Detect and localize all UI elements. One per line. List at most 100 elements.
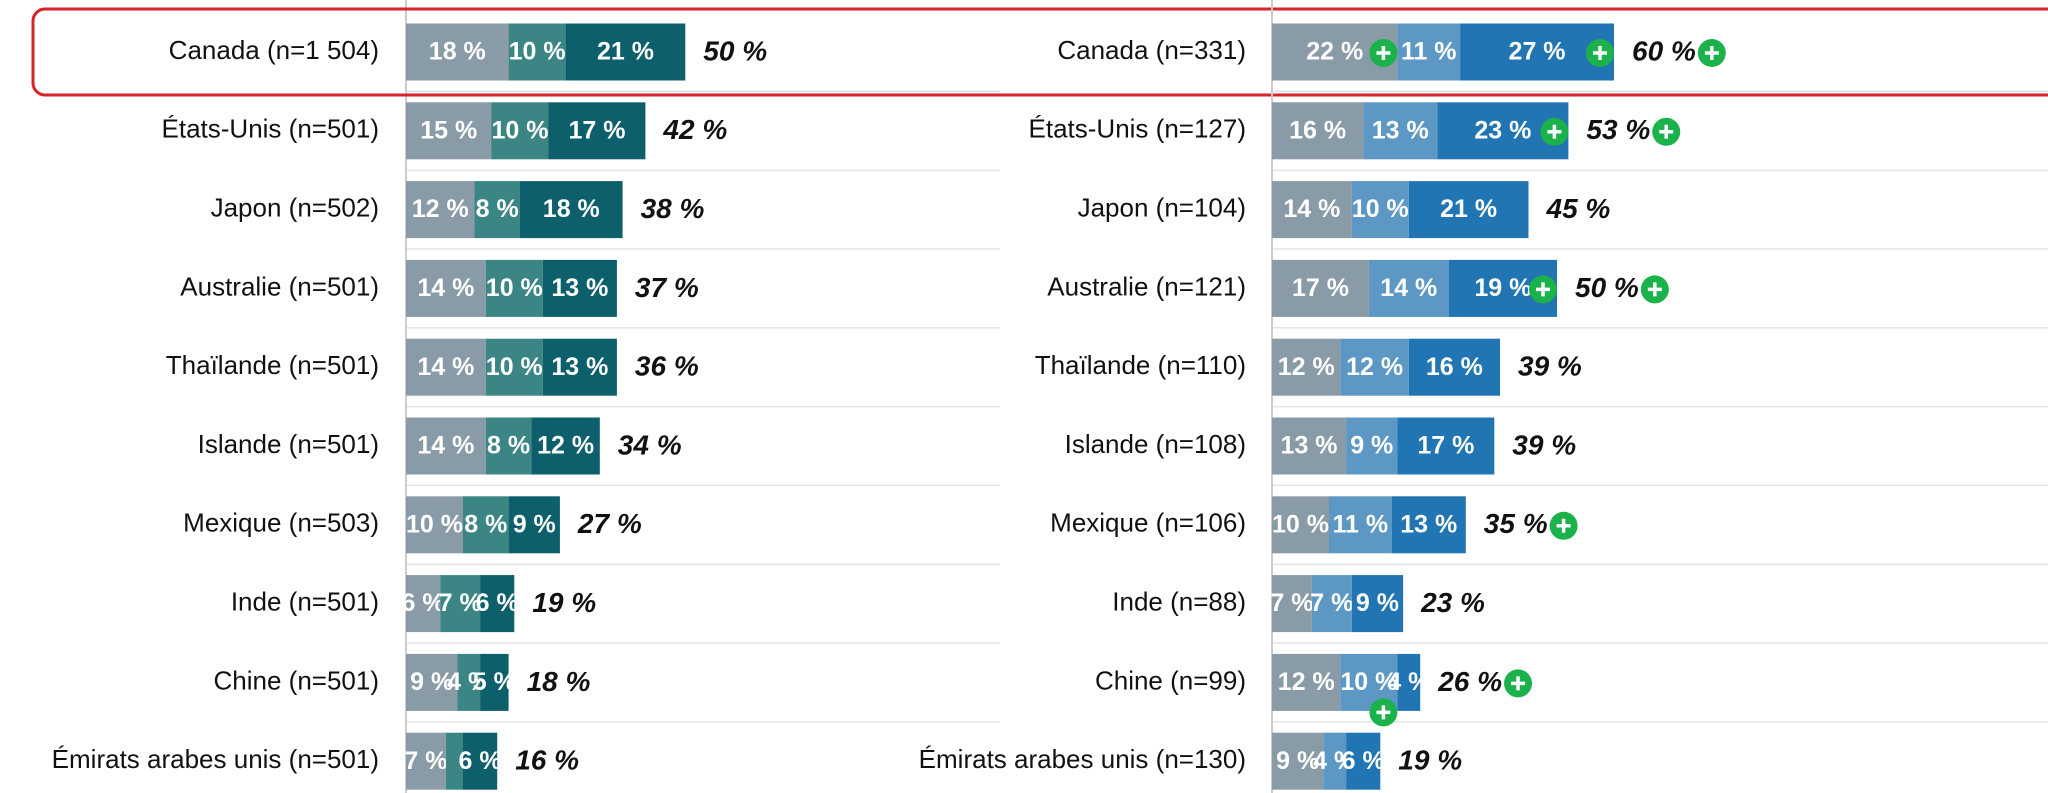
bar-segment bbox=[406, 181, 475, 239]
segment-label: 18 % bbox=[429, 38, 486, 66]
total-label: 19 % bbox=[1398, 745, 1462, 776]
category-label: Mexique (n=503) bbox=[183, 508, 379, 538]
segment-label: 6 % bbox=[476, 589, 519, 617]
segment-label: 12 % bbox=[412, 195, 469, 223]
plus-sign bbox=[1659, 124, 1674, 139]
segment-label: 11 % bbox=[1401, 38, 1457, 66]
category-label: Canada (n=1 504) bbox=[169, 35, 379, 65]
bar-segment bbox=[406, 732, 446, 790]
bar-segment bbox=[1408, 181, 1529, 239]
total-label: 60 % bbox=[1632, 35, 1696, 66]
category-label: Australie (n=501) bbox=[180, 271, 379, 301]
segment-label: 10 % bbox=[1340, 668, 1397, 696]
segment-label: 21 % bbox=[1440, 195, 1497, 223]
segment-label: 9 % bbox=[1350, 432, 1393, 460]
plus-sign bbox=[1547, 124, 1562, 139]
bar-segment bbox=[406, 575, 441, 633]
segment-label: 27 % bbox=[1509, 38, 1566, 66]
category-label: Australie (n=121) bbox=[1047, 271, 1246, 301]
bar-segment bbox=[1340, 338, 1409, 396]
plus-sign bbox=[1511, 676, 1526, 691]
segment-label: 13 % bbox=[1400, 510, 1457, 538]
category-label: Chine (n=501) bbox=[214, 665, 380, 695]
bar-segment bbox=[445, 732, 463, 790]
bar-segment bbox=[1272, 496, 1329, 554]
category-label: Thaïlande (n=501) bbox=[166, 350, 379, 380]
category-label: Émirats arabes unis (n=130) bbox=[919, 744, 1246, 774]
segment-label: 12 % bbox=[1346, 353, 1403, 381]
total-label: 39 % bbox=[1518, 351, 1582, 382]
total-label: 27 % bbox=[577, 508, 642, 539]
bar-segment bbox=[406, 653, 458, 711]
bar-segment bbox=[1351, 181, 1409, 239]
bar-segment bbox=[542, 259, 617, 317]
bar-segment bbox=[406, 496, 463, 554]
total-label: 16 % bbox=[515, 745, 579, 776]
bar-segment bbox=[1272, 338, 1341, 396]
bar-segment bbox=[480, 653, 509, 711]
bar-segment bbox=[1272, 102, 1364, 160]
total-label: 39 % bbox=[1512, 429, 1576, 460]
segment-label: 7 % bbox=[439, 589, 482, 617]
segment-label: 21 % bbox=[597, 38, 654, 66]
segment-label: 13 % bbox=[551, 274, 608, 302]
segment-label: 23 % bbox=[1474, 116, 1531, 144]
bar-segment bbox=[406, 259, 486, 317]
segment-label: 10 % bbox=[1352, 195, 1409, 223]
segment-label: 13 % bbox=[1281, 432, 1338, 460]
bar-segment bbox=[406, 338, 486, 396]
category-label: Inde (n=501) bbox=[231, 586, 379, 616]
segment-label: 4 % bbox=[1387, 668, 1430, 696]
bar-segment bbox=[1363, 102, 1438, 160]
bar-segment bbox=[1323, 732, 1347, 790]
category-label: Japon (n=104) bbox=[1078, 192, 1246, 222]
total-label: 50 % bbox=[703, 35, 767, 66]
bar-segment bbox=[548, 102, 646, 160]
segment-label: 7 % bbox=[1310, 589, 1353, 617]
segment-label: 12 % bbox=[1278, 353, 1335, 381]
bar-segment bbox=[406, 102, 492, 160]
segment-label: 13 % bbox=[1372, 116, 1429, 144]
total-label: 45 % bbox=[1546, 193, 1611, 224]
bar-segment bbox=[485, 417, 532, 475]
category-label: Chine (n=99) bbox=[1095, 665, 1246, 695]
plus-sign bbox=[1376, 46, 1391, 60]
segment-label: 5 % bbox=[473, 668, 516, 696]
segment-label: 14 % bbox=[417, 432, 474, 460]
segment-label: 8 % bbox=[464, 510, 507, 538]
segment-label: 6 % bbox=[402, 589, 445, 617]
segment-label: 17 % bbox=[1417, 432, 1474, 460]
segment-label: 14 % bbox=[1380, 274, 1437, 302]
bar-segment bbox=[1272, 575, 1312, 633]
bar-segment bbox=[485, 259, 543, 317]
bar-segment bbox=[1391, 496, 1466, 554]
bar-segment bbox=[1408, 338, 1500, 396]
total-label: 50 % bbox=[1575, 272, 1639, 303]
segment-label: 17 % bbox=[1292, 274, 1349, 302]
segment-label: 10 % bbox=[486, 353, 543, 381]
highlight-box bbox=[31, 7, 2048, 97]
total-label: 18 % bbox=[527, 666, 591, 697]
plus-sign bbox=[1376, 705, 1391, 720]
segment-label: 11 % bbox=[1333, 510, 1389, 538]
segment-label: 8 % bbox=[487, 432, 530, 460]
category-label: Inde (n=88) bbox=[1112, 586, 1246, 616]
segment-label: 16 % bbox=[1426, 353, 1483, 381]
category-label: États-Unis (n=127) bbox=[1029, 114, 1246, 144]
bar-segment bbox=[1351, 575, 1404, 633]
bar-segment bbox=[1272, 259, 1369, 317]
total-label: 36 % bbox=[635, 351, 699, 382]
bar-segment bbox=[485, 338, 543, 396]
segment-label: 22 % bbox=[1306, 38, 1363, 66]
segment-label: 7 % bbox=[1270, 589, 1313, 617]
segment-label: 6 % bbox=[459, 747, 502, 775]
category-label: Thaïlande (n=110) bbox=[1035, 350, 1246, 380]
bar-segment bbox=[520, 181, 623, 239]
category-label: Canada (n=331) bbox=[1057, 35, 1246, 65]
segment-label: 19 % bbox=[1474, 274, 1531, 302]
plus-sign bbox=[1556, 518, 1571, 533]
segment-label: 9 % bbox=[513, 510, 556, 538]
bar-segment bbox=[542, 338, 617, 396]
segment-label: 10 % bbox=[492, 116, 549, 144]
